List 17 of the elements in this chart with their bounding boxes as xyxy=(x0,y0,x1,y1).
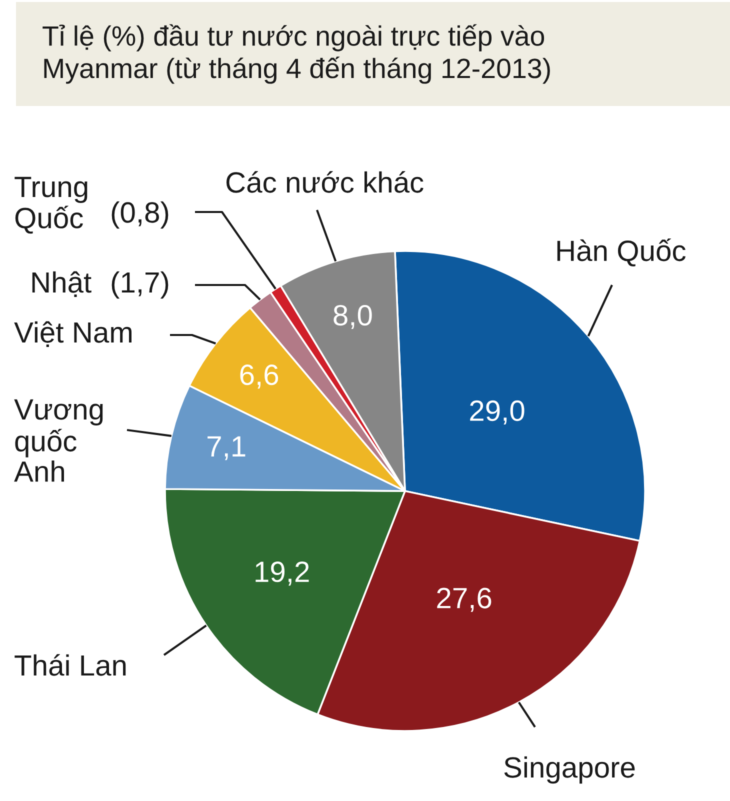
slice-label: Hàn Quốc xyxy=(557,238,686,266)
slice-label: Việt Nam xyxy=(14,321,132,347)
data-label: 6,6 xyxy=(240,364,278,389)
slice-label: Trung Quốc xyxy=(14,176,88,234)
slice-label: Vương quốc Anh xyxy=(14,399,103,482)
data-label: 19,2 xyxy=(256,562,309,586)
data-label: (1,7) xyxy=(112,271,168,299)
slice-label: Thái Lan xyxy=(14,654,126,676)
chart-title: Tỉ lệ (%) đầu tư nước ngoài trực tiếp vào Myanmar (từ tháng 4 đến tháng 12-2013) xyxy=(42,24,550,84)
slice-label: Singapore xyxy=(504,756,635,784)
data-label: 8,0 xyxy=(334,304,372,330)
data-label: (0,8) xyxy=(112,201,168,229)
slice-label: Các nước khác xyxy=(226,171,424,193)
data-label: 29,0 xyxy=(470,400,524,425)
slice-label: Nhật xyxy=(32,271,92,297)
data-label: 7,1 xyxy=(208,436,246,460)
data-label: 27,6 xyxy=(437,588,492,612)
